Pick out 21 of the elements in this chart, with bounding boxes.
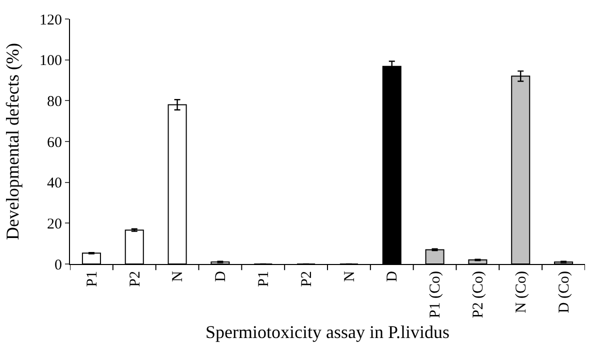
x-tick-label: D	[213, 270, 230, 282]
x-tick-label: P1	[84, 271, 100, 287]
y-tick-label: 40	[47, 176, 62, 192]
y-tick-label: 0	[54, 257, 62, 274]
x-tick-label: P1 (Co)	[428, 271, 444, 318]
x-tick-label: N	[170, 270, 186, 282]
x-tick-label: N (Co)	[513, 270, 530, 314]
x-tick-label: D (Co)	[556, 270, 572, 314]
y-tick-label: 60	[47, 134, 62, 151]
x-tick-label: P1	[256, 271, 272, 287]
y-axis-title: Developmental defects (%)	[2, 43, 23, 240]
y-tick-label: 120	[40, 12, 62, 28]
x-tick-label: P2	[127, 271, 144, 287]
x-tick-label: D	[384, 270, 401, 282]
x-axis-title: Spermiotoxicity assay in P.lividus	[205, 322, 450, 342]
y-tick-label: 100	[40, 53, 62, 70]
x-tick-label: P2 (Co)	[470, 271, 487, 318]
x-tick-label: P2	[298, 271, 315, 287]
y-tick-label: 80	[47, 94, 62, 110]
y-tick-label: 20	[47, 216, 62, 232]
x-tick-label: N	[342, 270, 358, 282]
